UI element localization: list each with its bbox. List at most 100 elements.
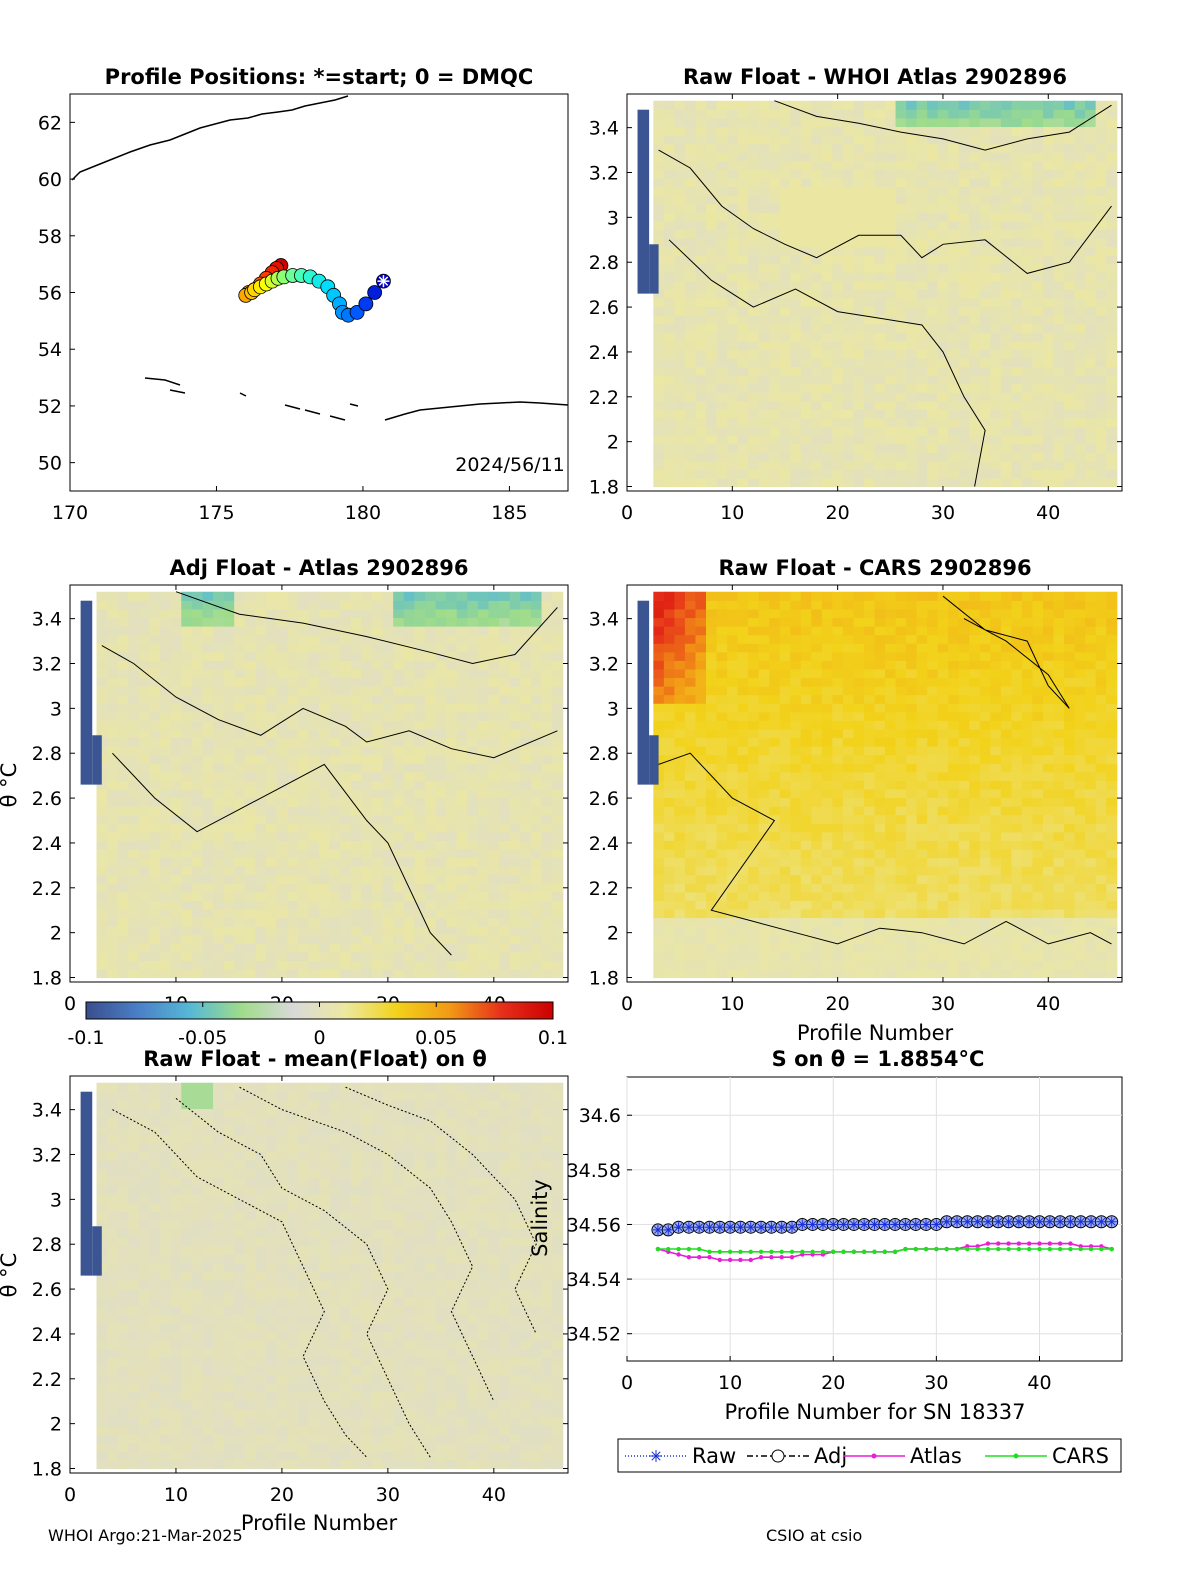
heatmap-cell	[695, 186, 707, 196]
heatmap-cell	[779, 100, 791, 110]
heatmap-cell	[371, 814, 384, 824]
heatmap-cell	[653, 392, 665, 402]
heatmap-cell	[234, 848, 246, 859]
heatmap-cell	[1032, 340, 1044, 350]
heatmap-cell	[958, 340, 970, 350]
heatmap-cell	[1021, 340, 1034, 350]
heatmap-cell	[276, 686, 288, 696]
heatmap-cell	[653, 349, 665, 359]
heatmap-cell	[842, 806, 855, 816]
heatmap-cell	[213, 840, 225, 850]
heatmap-cell	[117, 908, 129, 919]
heatmap-cell	[979, 332, 991, 342]
heatmap-cell	[255, 960, 267, 970]
heatmap-cell	[684, 797, 697, 807]
heatmap-cell	[874, 289, 886, 299]
heatmap-cell	[1000, 452, 1013, 462]
heatmap-cell	[684, 634, 697, 644]
heatmap-cell	[769, 608, 781, 619]
heatmap-cell	[1032, 143, 1044, 153]
heatmap-cell	[895, 186, 907, 196]
heatmap-cell	[382, 788, 394, 799]
heatmap-cell	[684, 788, 697, 799]
heatmap-cell	[842, 443, 855, 453]
heatmap-cell	[435, 848, 447, 859]
heatmap-cell	[990, 340, 1002, 350]
heatmap-cell	[1064, 469, 1076, 479]
heatmap-cell	[340, 626, 352, 636]
heatmap-cell	[160, 951, 172, 961]
theta-tick-label: 2.6	[589, 297, 619, 319]
heatmap-cell	[716, 349, 728, 359]
heatmap-cell	[695, 195, 707, 205]
heatmap-cell	[1053, 263, 1065, 273]
heatmap-cell	[842, 874, 855, 884]
heatmap-cell	[790, 460, 802, 470]
heatmap-cell	[653, 375, 665, 385]
heatmap-cell	[361, 814, 373, 824]
heatmap-cell	[530, 848, 543, 859]
heatmap-cell	[716, 634, 728, 644]
heatmap-cell	[128, 797, 140, 807]
heatmap-cell	[181, 883, 193, 893]
heatmap-cell	[446, 900, 458, 910]
heatmap-cell	[1032, 195, 1044, 205]
heatmap-cell	[674, 426, 686, 436]
heatmap-cell	[149, 694, 161, 704]
heatmap-cell	[255, 668, 267, 679]
heatmap-cell	[811, 280, 823, 290]
heatmap-cell	[424, 728, 437, 739]
heatmap-cell	[107, 951, 119, 961]
heatmap-cell	[382, 634, 394, 644]
heatmap-cell	[467, 926, 479, 936]
heatmap-cell	[737, 814, 749, 824]
heatmap-cell	[906, 212, 918, 222]
heatmap-cell	[1032, 332, 1044, 342]
heatmap-cell	[758, 349, 770, 359]
heatmap-cell	[1043, 117, 1055, 128]
heatmap-cell	[863, 297, 876, 308]
heatmap-cell	[1074, 357, 1086, 368]
heatmap-cell	[234, 763, 246, 773]
heatmap-cell	[727, 677, 739, 687]
heatmap-cell	[811, 608, 823, 619]
heatmap-cell	[958, 203, 970, 213]
heatmap-cell	[509, 917, 521, 927]
heatmap-cell	[1000, 246, 1013, 256]
heatmap-cell	[541, 806, 553, 816]
heatmap-cell	[414, 703, 426, 713]
heatmap-cell	[213, 831, 225, 841]
heatmap-cell	[541, 694, 553, 704]
heatmap-cell	[393, 694, 405, 704]
heatmap-cell	[456, 728, 468, 739]
heatmap-cell	[1021, 289, 1034, 299]
heatmap-cell	[287, 926, 299, 936]
heatmap-cell	[456, 891, 468, 901]
heatmap-cell	[821, 891, 833, 901]
theta-tick-label: 2.2	[589, 387, 619, 409]
heatmap-cell	[340, 831, 352, 841]
heatmap-cell	[821, 186, 833, 196]
heatmap-cell	[403, 891, 415, 901]
heatmap-cell	[213, 883, 225, 893]
heatmap-cell	[832, 417, 844, 428]
heatmap-cell	[276, 900, 288, 910]
heatmap-cell	[705, 152, 718, 162]
heatmap-cell	[138, 677, 151, 687]
heatmap-cell	[727, 220, 739, 230]
heatmap-cell	[716, 203, 728, 213]
heatmap-cell	[1085, 306, 1097, 316]
heatmap-cell	[414, 814, 426, 824]
heatmap-cell	[937, 477, 949, 488]
heatmap-cell	[969, 375, 981, 385]
heatmap-cell	[748, 806, 760, 816]
heatmap-cell	[350, 763, 362, 773]
heatmap-cell	[117, 600, 129, 610]
heatmap-cell	[684, 694, 697, 704]
heatmap-cell	[202, 960, 214, 970]
heatmap-cell	[1032, 383, 1044, 393]
heatmap-cell	[1106, 383, 1118, 393]
heatmap-cell	[748, 340, 760, 350]
heatmap-cell	[695, 951, 707, 961]
heatmap-cell	[371, 926, 384, 936]
